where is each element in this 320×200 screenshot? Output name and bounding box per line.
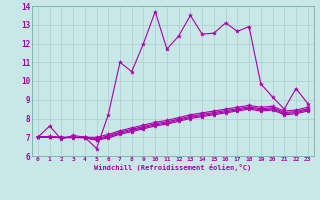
X-axis label: Windchill (Refroidissement éolien,°C): Windchill (Refroidissement éolien,°C) bbox=[94, 164, 252, 171]
